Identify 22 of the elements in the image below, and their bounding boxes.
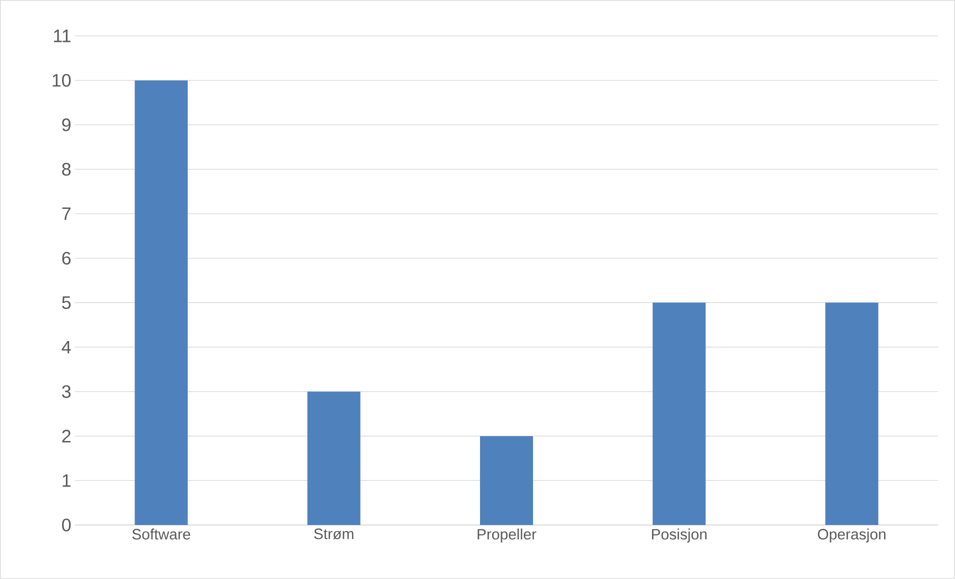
y-tick-label: 6 [62, 252, 71, 265]
x-tick-label: Propeller [478, 528, 536, 543]
y-tick-label: 9 [62, 118, 71, 132]
y-tick-label: 2 [62, 430, 70, 442]
y-tick-label: 8 [62, 162, 71, 176]
bar [652, 302, 706, 526]
x-tick-label: Software [132, 528, 190, 540]
bar [825, 302, 878, 526]
y-tick-label: 5 [62, 296, 71, 309]
bar [134, 80, 188, 526]
y-tick-label: 10 [52, 74, 71, 87]
y-tick-label: 11 [54, 30, 70, 42]
y-tick-label: 0 [62, 518, 71, 532]
y-tick-label: 1 [62, 474, 70, 487]
x-tick-label: Operasjon [818, 528, 886, 543]
bar [480, 436, 534, 526]
bar [307, 392, 360, 526]
y-tick-label: 3 [62, 385, 71, 398]
y-tick-label: 4 [62, 340, 71, 354]
x-tick-label: Posisjon [652, 528, 707, 543]
y-tick-label: 7 [62, 208, 70, 220]
x-tick-label: Strøm [314, 528, 354, 540]
